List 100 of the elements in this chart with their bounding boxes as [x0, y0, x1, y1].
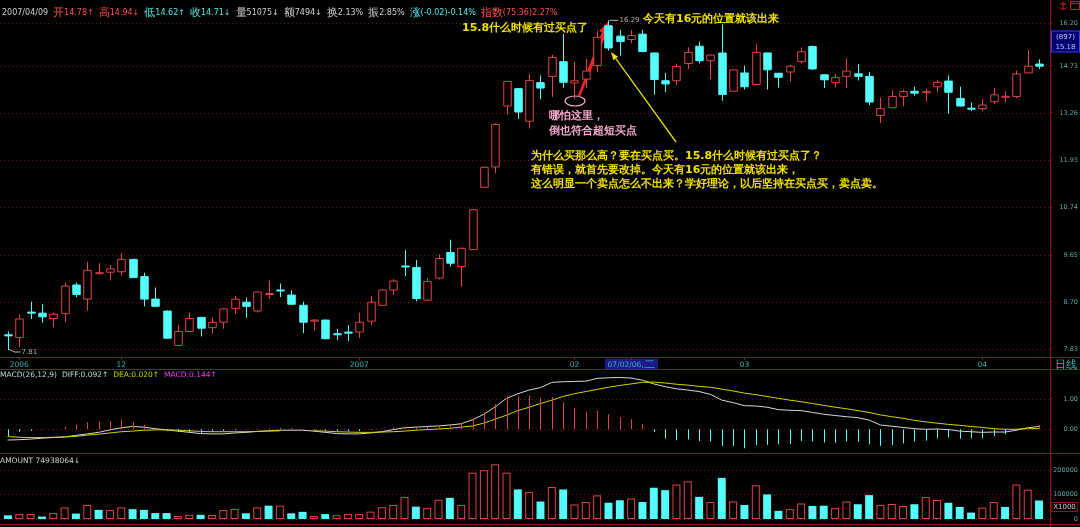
candlestick [1035, 58, 1044, 70]
annotation: 高14.94↓ [98, 6, 140, 18]
candlestick [786, 64, 795, 82]
bar [355, 514, 364, 519]
candlestick [208, 316, 217, 334]
bar [389, 504, 398, 519]
bar [955, 506, 964, 519]
candlestick [15, 314, 24, 348]
bar [230, 508, 239, 519]
candlestick [503, 80, 512, 116]
bar [400, 497, 409, 519]
bar [264, 505, 273, 519]
annotation: 换2.13% [326, 6, 364, 18]
bar [627, 498, 636, 519]
candlestick [265, 280, 274, 300]
bar [60, 507, 69, 519]
bar [899, 505, 908, 519]
bar [253, 507, 262, 519]
bar [139, 509, 148, 519]
bar [910, 504, 919, 519]
annotation: 这么明显一个卖点怎么不出来？学好理论，以后坚持在买点买，卖点卖。 [530, 176, 883, 190]
bar [513, 489, 522, 519]
bar [71, 513, 80, 519]
candlestick [1012, 69, 1021, 99]
bar [921, 497, 930, 519]
candlestick [899, 89, 908, 107]
candlestick [922, 88, 931, 103]
bar [944, 502, 953, 519]
candlestick [582, 58, 591, 89]
bar [808, 505, 817, 519]
bar [241, 513, 250, 519]
candlestick [219, 307, 228, 330]
bar [751, 485, 760, 519]
annotation: 收14.71↓ [189, 6, 231, 18]
bar [729, 501, 738, 519]
candlestick [27, 301, 36, 320]
bar [593, 495, 602, 519]
candlestick [740, 65, 749, 91]
candlestick [480, 166, 489, 189]
candlestick [650, 52, 659, 96]
candlestick [1024, 49, 1033, 74]
candlestick [253, 290, 262, 314]
bar [865, 495, 874, 519]
bar [706, 502, 715, 519]
bar [445, 497, 454, 519]
bar [1035, 500, 1043, 519]
candlestick [401, 249, 410, 277]
bar [366, 511, 375, 519]
bar [343, 514, 352, 519]
candlestick [910, 86, 919, 97]
bar [105, 510, 114, 519]
annotation: 倒也符合超短买点 [548, 123, 637, 137]
bar [876, 504, 885, 519]
candlestick [4, 331, 13, 351]
bar [332, 515, 341, 519]
bar [26, 514, 35, 519]
candlestick [163, 310, 172, 340]
candlestick [888, 90, 897, 109]
candlestick [797, 46, 806, 64]
candlestick [49, 312, 58, 328]
bar [763, 494, 772, 519]
candlestick [978, 98, 987, 112]
candlestick [310, 318, 319, 331]
candlestick [95, 262, 104, 276]
candlestick [627, 29, 636, 44]
bar [615, 500, 624, 519]
candlestick [593, 30, 602, 73]
annotation: 指数(75.36)2.27% [479, 6, 558, 18]
candlestick [548, 54, 557, 98]
candlestick [604, 19, 613, 52]
candlestick [684, 46, 693, 70]
candlestick [83, 261, 92, 312]
bar [207, 515, 216, 519]
bar [1001, 506, 1010, 519]
candlestick [491, 122, 500, 174]
candlestick [378, 289, 387, 306]
bar [989, 502, 998, 519]
bar [151, 513, 160, 519]
candlestick [990, 87, 999, 105]
candlestick [106, 264, 115, 282]
candlestick [140, 272, 149, 307]
annotation: 今天有16元的位置就该出来 [642, 11, 780, 25]
candlestick [287, 289, 296, 306]
bar [196, 514, 205, 519]
candlestick [854, 63, 863, 81]
annotation: 量51075↓ [235, 6, 279, 18]
candlestick [321, 319, 330, 340]
candlestick [185, 312, 194, 333]
annotation: 哪怕这里， [549, 108, 604, 122]
bar [695, 496, 704, 519]
candlestick [831, 73, 840, 88]
candlestick [661, 72, 670, 93]
candlestick [1001, 90, 1010, 103]
bar [672, 484, 681, 519]
candlestick [333, 328, 342, 341]
bar [570, 504, 579, 519]
candlestick [763, 52, 772, 91]
bar [831, 508, 840, 519]
bar [649, 487, 658, 519]
text: 日线 [1055, 357, 1077, 370]
